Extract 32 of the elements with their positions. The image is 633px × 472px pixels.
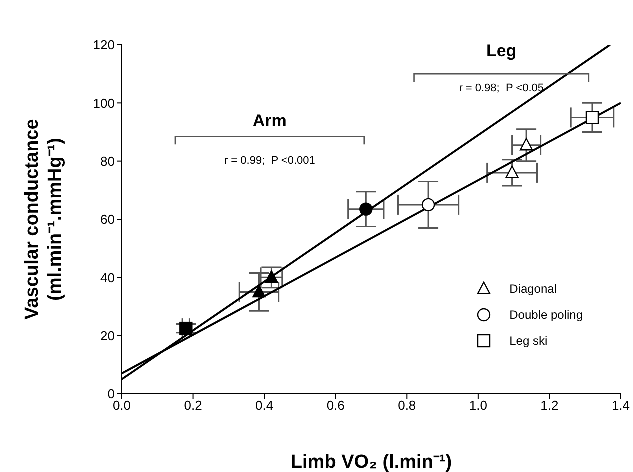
x-tick-label: 0.2 [184,398,202,414]
x-tick-label: 1.4 [612,398,630,414]
legend-label: Double poling [510,308,583,322]
x-axis-title: Limb VO₂ (l.min⁻¹) [290,452,452,472]
y-tick-label: 20 [100,328,115,344]
x-tick-label: 0.4 [256,398,274,414]
x-tick-label: 0.6 [326,398,345,414]
legend-label: Leg ski [510,334,548,348]
y-tick-label: 80 [100,154,115,169]
x-tick-label: 1.2 [540,398,559,414]
point [252,285,266,298]
point [586,111,600,124]
point [265,270,278,284]
annotation: r = 0.99; P <0.001 [224,155,316,168]
y-tick-label: 60 [100,212,115,228]
y-axis-title: Vascular conductance (ml.min⁻¹.mmHg⁻¹) [22,119,66,320]
x-tick-label: 1.0 [469,398,488,414]
annotation: Leg [486,42,517,61]
point [360,202,373,216]
legend-label: Diagonal [510,282,557,296]
annotation: Arm [252,111,287,130]
x-tick-label: 0.0 [112,398,132,414]
point [180,322,193,336]
y-tick-label: 100 [93,96,115,111]
y-tick-label: 40 [100,270,115,286]
point [422,198,436,212]
y-tick-label: 120 [93,38,115,53]
annotation: r = 0.98; P <0.05 [459,82,544,95]
y-tick-label: 0 [108,386,115,402]
x-tick-label: 0.8 [398,398,416,414]
point [520,138,534,151]
point [506,166,519,178]
